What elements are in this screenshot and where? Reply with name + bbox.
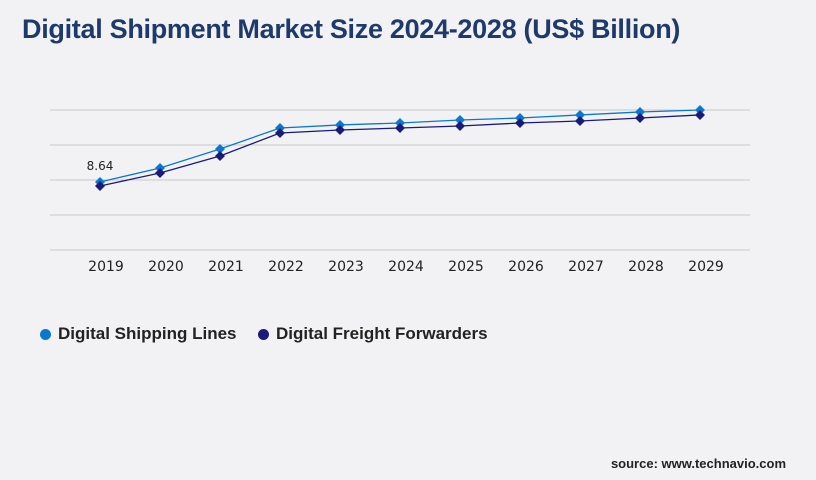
x-tick-label: 2026 xyxy=(508,259,544,275)
chart-title: Digital Shipment Market Size 2024-2028 (… xyxy=(22,14,681,44)
x-tick-label: 2028 xyxy=(628,259,664,275)
legend-marker-icon xyxy=(258,328,269,340)
data-point xyxy=(215,150,225,161)
legend-item-digital-freight-forwarders: Digital Freight Forwarders xyxy=(258,324,488,344)
x-tick-label: 2029 xyxy=(688,259,724,275)
legend-item-digital-shipping-lines: Digital Shipping Lines xyxy=(40,324,237,344)
data-point xyxy=(515,117,525,128)
data-point xyxy=(95,180,105,191)
data-point xyxy=(635,106,645,117)
data-point xyxy=(395,123,405,134)
x-tick-label: 2019 xyxy=(88,259,124,275)
data-point xyxy=(575,116,585,127)
x-tick-label: 2025 xyxy=(448,259,484,275)
x-tick-label: 2022 xyxy=(268,259,304,275)
data-point xyxy=(635,113,645,124)
data-label: 8.64 xyxy=(87,159,114,173)
legend-marker-icon xyxy=(40,328,51,340)
source-text: source: www.technavio.com xyxy=(610,456,786,471)
data-point xyxy=(335,125,345,135)
data-point xyxy=(155,167,165,178)
data-point xyxy=(575,109,585,120)
data-point xyxy=(395,117,405,128)
x-tick-label: 2027 xyxy=(568,259,604,275)
data-point xyxy=(455,120,465,131)
data-point xyxy=(275,127,285,138)
x-tick-label: 2024 xyxy=(388,259,424,275)
data-point xyxy=(215,143,225,154)
x-tick-label: 2020 xyxy=(148,259,184,275)
x-tick-label: 2023 xyxy=(328,259,364,275)
legend-label: Digital Freight Forwarders xyxy=(276,324,488,343)
data-point xyxy=(695,109,705,120)
line-chart: 2019 2020 2021 2022 2023 2024 2025 2026 2027 2028… xyxy=(50,105,750,275)
legend-label: Digital Shipping Lines xyxy=(58,324,237,343)
data-point xyxy=(335,119,345,130)
x-tick-label: 2021 xyxy=(208,259,244,275)
data-point xyxy=(455,115,465,125)
